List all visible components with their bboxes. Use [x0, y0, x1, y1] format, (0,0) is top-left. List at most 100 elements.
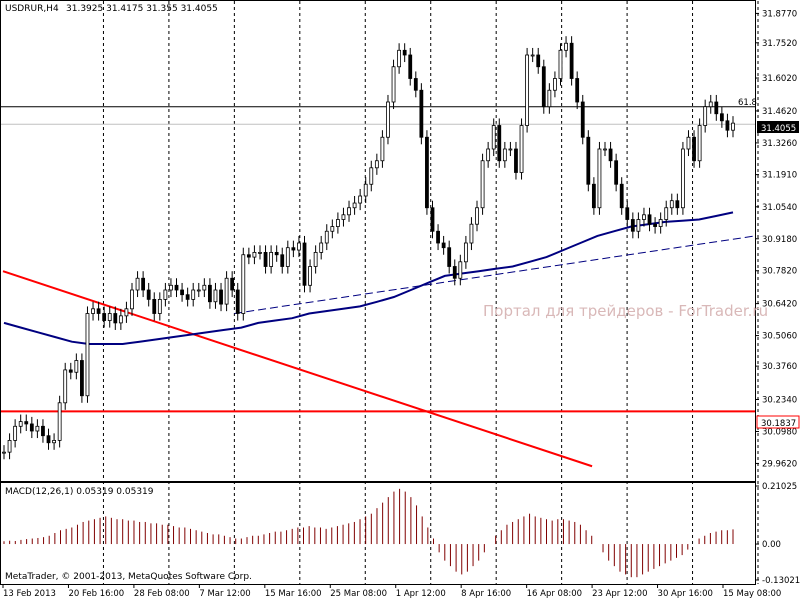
candle-body	[475, 207, 479, 225]
candle-body	[408, 54, 413, 79]
main-pane-frame	[0, 0, 756, 482]
candle-body	[185, 294, 190, 300]
candle-body	[308, 266, 312, 286]
candle-body	[241, 254, 246, 314]
y-tick-label: 31.0540	[762, 203, 797, 213]
candle-body	[430, 207, 435, 232]
candle-body	[681, 148, 685, 209]
macd-axis: 0.21025 0.00 -0.13021	[755, 482, 800, 586]
candle-body	[519, 125, 524, 173]
y-tick-label: 31.4620	[762, 107, 797, 117]
candle-body	[29, 423, 34, 432]
candle-body	[363, 183, 368, 197]
candle-body	[402, 49, 407, 56]
y-tick-label: 31.7520	[762, 39, 797, 49]
candle-body	[85, 313, 90, 397]
candle-body	[669, 200, 674, 209]
candle-body	[135, 277, 140, 291]
candle-body	[569, 42, 574, 79]
y-tick-label: 31.3260	[762, 139, 797, 149]
candle-body	[614, 160, 619, 185]
candle-body	[141, 277, 146, 291]
x-tick-label: 1 Apr 12:00	[396, 589, 446, 599]
candle-body	[725, 120, 730, 131]
candle-body	[2, 451, 6, 454]
candle-body	[491, 125, 496, 150]
level-price-label: 30.1837	[761, 419, 796, 429]
x-tick-label: 15 May 08:00	[723, 589, 781, 599]
current-price-tag	[757, 121, 799, 133]
candle-body	[35, 425, 40, 432]
candle-body	[647, 214, 652, 225]
candle-body	[586, 136, 591, 185]
candle-body	[625, 207, 630, 220]
candle-body	[24, 421, 29, 425]
candle-body	[391, 66, 396, 103]
x-tick-label: 20 Feb 16:00	[68, 589, 124, 599]
candle-body	[458, 261, 463, 279]
trendlines	[2, 235, 756, 468]
candle-body	[180, 289, 184, 296]
chart-title: USDRUR,H4	[5, 4, 59, 14]
candle-body	[213, 289, 218, 303]
candle-body	[502, 148, 507, 162]
x-tick-label: 16 Apr 08:00	[527, 589, 582, 599]
candle-body	[274, 251, 279, 256]
candle-body	[719, 113, 724, 122]
candle-body	[52, 439, 56, 444]
candle-body	[330, 226, 335, 232]
candle-body	[658, 219, 663, 227]
candle-body	[425, 136, 429, 209]
candle-body	[118, 315, 123, 324]
ohlc-low: 31.355	[146, 4, 178, 14]
candle-body	[258, 251, 262, 254]
watermark-text: Портал для трейдеров - ForTrader.ru	[483, 302, 768, 320]
x-tick-label: 25 Mar 08:00	[330, 589, 387, 599]
candle-body	[653, 223, 657, 227]
candle-body	[269, 251, 274, 267]
candle-body	[319, 242, 324, 253]
y-tick-label: 30.6420	[762, 300, 797, 310]
x-tick-label: 13 Feb 2013	[3, 589, 56, 599]
candle-body	[714, 101, 719, 115]
ohlc-close: 31.4055	[181, 4, 218, 14]
y-tick-label: 31.6020	[762, 74, 797, 84]
candle-body	[335, 219, 340, 227]
y-tick-label: 30.2340	[762, 396, 797, 406]
x-tick-label: 8 Apr 16:00	[461, 589, 511, 599]
candle-body	[152, 298, 157, 314]
candle-body	[313, 251, 318, 267]
candle-body	[463, 242, 468, 263]
candle-body	[447, 247, 452, 267]
candle-body	[113, 313, 118, 324]
candle-body	[46, 435, 51, 444]
candle-body	[230, 277, 235, 291]
candle-body	[630, 219, 635, 232]
candle-body	[480, 160, 485, 209]
price-candles	[2, 36, 735, 460]
moving-average-line	[3, 211, 734, 345]
candle-body	[547, 89, 552, 108]
candle-body	[352, 202, 357, 209]
time-axis: 13 Feb 2013 20 Feb 16:00 28 Feb 08:00 7 Mar…	[2, 584, 781, 599]
candle-body	[541, 66, 546, 108]
x-tick-label: 7 Mar 12:00	[199, 589, 250, 599]
macd-histogram	[3, 488, 734, 578]
candle-body	[436, 230, 440, 244]
y-tick-label: 30.3760	[762, 362, 797, 372]
candle-body	[374, 160, 379, 169]
y-tick-label: 31.1910	[762, 171, 797, 181]
candle-body	[369, 167, 374, 185]
candle-body	[235, 289, 240, 314]
candle-body	[703, 106, 708, 126]
candle-body	[196, 289, 201, 292]
candle-body	[291, 247, 296, 251]
candle-body	[642, 214, 646, 220]
candle-body	[263, 251, 268, 267]
candle-body	[575, 78, 580, 103]
candle-body	[191, 289, 196, 300]
candle-body	[246, 254, 251, 258]
y-tick-label: 29.9620	[762, 459, 797, 469]
current-price-label: 31.4055	[761, 124, 796, 134]
